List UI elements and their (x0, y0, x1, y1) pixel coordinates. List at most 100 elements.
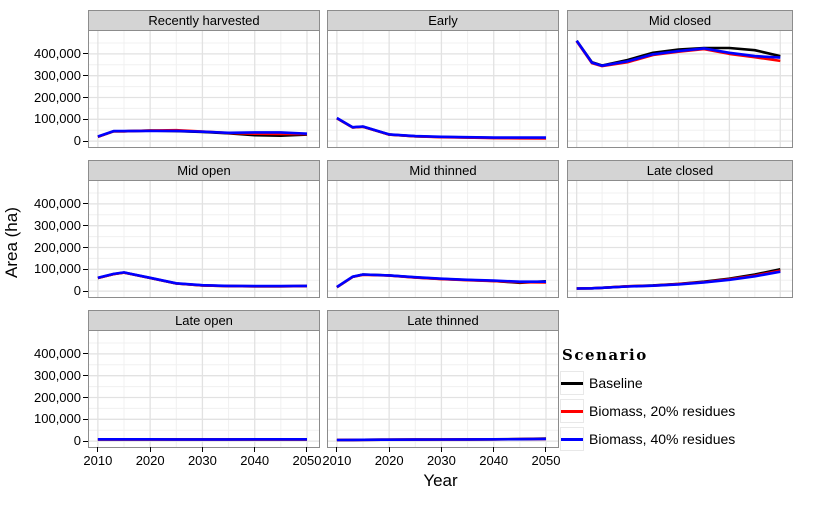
x-tick-label: 2030 (426, 453, 456, 468)
panel-title: Recently harvested (148, 13, 260, 28)
panel-canvas (328, 181, 558, 297)
y-tick-mark (83, 268, 88, 270)
panel-plot: 0 100,000 200,000 300,000 400,000 2010 2020 203… (34, 331, 321, 468)
legend-label: Biomass, 20% residues (589, 403, 736, 419)
panel-plot (567, 31, 793, 148)
y-tick-mark (83, 247, 88, 248)
panel-canvas (89, 331, 319, 447)
legend-key (560, 371, 584, 395)
y-tick-mark (83, 418, 88, 420)
x-tick-mark (336, 447, 338, 452)
x-tick-mark (440, 447, 442, 452)
panel-strip: Mid closed (567, 10, 793, 31)
x-tick-label: 2010 (83, 453, 113, 468)
x-tick-mark (201, 447, 203, 452)
y-tick-label: 200,000 (34, 389, 81, 405)
y-tick-mark (83, 375, 88, 377)
panel-canvas (328, 331, 558, 447)
panel-plot (567, 181, 793, 298)
panel-strip: Late closed (567, 160, 793, 181)
panel-title: Mid closed (648, 13, 712, 28)
x-tick-label: 2020 (374, 453, 404, 468)
x-tick-label: 2040 (240, 453, 270, 468)
y-tick-label: 200,000 (34, 239, 81, 255)
y-tick-label: 100,000 (34, 111, 81, 127)
legend-entry-baseline: Baseline (560, 371, 735, 395)
series-line (336, 437, 547, 442)
panel-strip: Recently harvested (88, 10, 320, 31)
x-axis-title: Year (423, 471, 458, 490)
biomass-40-line-swatch (561, 437, 583, 441)
panel-title: Late open (175, 313, 233, 328)
y-tick-mark (83, 203, 88, 205)
series-line (97, 129, 308, 138)
y-tick-mark (83, 397, 88, 398)
panel-strip: Mid thinned (327, 160, 559, 181)
series-line (336, 273, 546, 289)
y-tick-mark (83, 53, 88, 55)
panel-strip: Mid open (88, 160, 320, 181)
panel-plot (327, 31, 559, 148)
panel-title: Mid thinned (409, 163, 477, 178)
legend-key (560, 399, 584, 423)
x-tick-mark (306, 447, 308, 452)
x-tick-mark (254, 447, 256, 452)
panel-title: Late closed (646, 163, 714, 178)
y-tick-label: 100,000 (34, 411, 81, 427)
panel-plot: 0 100,000 200,000 300,000 400,000 (34, 31, 320, 148)
panel-mid-open: Mid open 0 100,000 200,000 300,000 400,000 (34, 160, 320, 298)
panel-late-open: Late open 0 100,000 200,000 300,000 400,000 2… (34, 310, 321, 468)
panel-plot (327, 181, 559, 298)
legend-label: Biomass, 40% residues (589, 431, 736, 447)
panel-title: Early (428, 13, 458, 28)
legend-entry-biomass-20: Biomass, 20% residues (560, 399, 735, 423)
x-tick-label: 2050 (531, 453, 561, 468)
y-tick-mark (83, 140, 88, 142)
panel-canvas (89, 31, 319, 147)
panel-plot: 2010 2020 2030 2040 2050 (322, 331, 560, 468)
x-tick-mark (97, 447, 99, 452)
x-tick-mark (545, 447, 547, 452)
panel-mid-thinned: Mid thinned (327, 160, 559, 298)
y-tick-label: 0 (73, 133, 81, 149)
y-tick-label: 400,000 (34, 345, 81, 361)
x-tick-label: 2040 (479, 453, 509, 468)
y-tick-label: 100,000 (34, 261, 81, 277)
y-tick-mark (83, 97, 88, 98)
baseline-line-swatch (561, 381, 583, 385)
series-line (97, 271, 308, 288)
biomass-20-line-swatch (561, 409, 583, 413)
x-tick-mark (388, 447, 390, 452)
y-tick-mark (83, 225, 88, 227)
panel-recently-harvested: Recently harvested 0 100,000 200,000 300,00… (34, 10, 320, 148)
x-tick-mark (493, 447, 495, 452)
x-tick-label: 2020 (135, 453, 165, 468)
legend-label: Baseline (589, 375, 643, 391)
panel-canvas (568, 181, 792, 297)
y-tick-mark (83, 353, 88, 355)
panel-canvas (89, 181, 319, 297)
y-tick-mark (83, 440, 88, 442)
y-tick-mark (83, 290, 88, 292)
panel-strip: Late thinned (327, 310, 559, 331)
panel-late-thinned: Late thinned 2010 2020 2030 2040 2050 (322, 310, 560, 468)
panel-plot: 0 100,000 200,000 300,000 400,000 (34, 181, 320, 298)
panel-early: Early (327, 10, 559, 148)
y-tick-label: 200,000 (34, 89, 81, 105)
y-tick-label: 0 (73, 433, 81, 449)
y-tick-label: 300,000 (34, 67, 81, 83)
y-tick-label: 0 (73, 283, 81, 299)
panel-title: Late thinned (407, 313, 479, 328)
y-tick-label: 300,000 (34, 367, 81, 383)
panel-strip: Late open (88, 310, 320, 331)
x-tick-label: 2050 (292, 453, 322, 468)
y-tick-label: 400,000 (34, 45, 81, 61)
legend: Scenario Baseline Biomass, 20% residues … (560, 346, 735, 455)
x-tick-label: 2030 (187, 453, 217, 468)
panel-strip: Early (327, 10, 559, 31)
series-line (575, 40, 781, 68)
legend-key (560, 427, 584, 451)
y-tick-mark (83, 118, 88, 120)
y-tick-label: 400,000 (34, 195, 81, 211)
